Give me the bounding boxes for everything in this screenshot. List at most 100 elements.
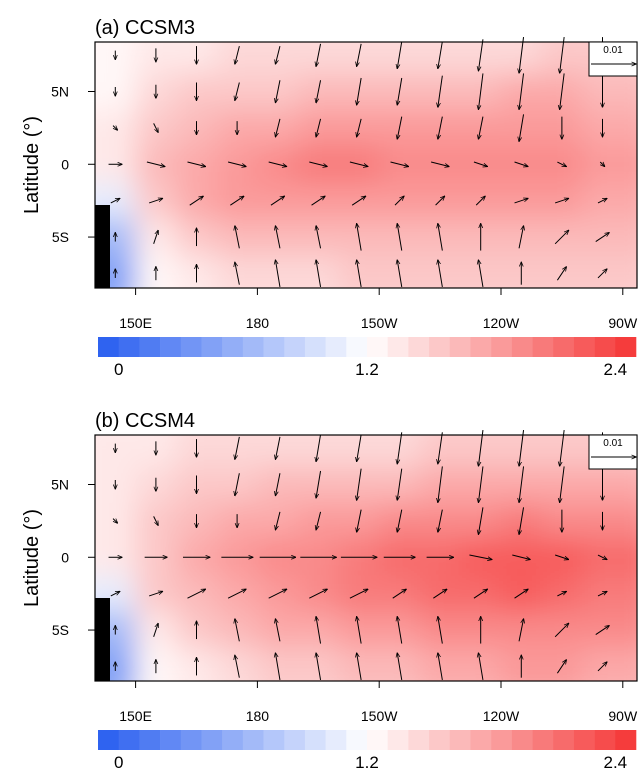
vector xyxy=(556,267,566,281)
vector xyxy=(316,653,322,681)
vector xyxy=(316,260,322,288)
colorbar-box xyxy=(429,337,451,357)
colorbar-box xyxy=(201,337,223,357)
field-cell xyxy=(460,648,502,681)
vector xyxy=(518,619,524,642)
vector xyxy=(557,161,566,167)
colorbar-box xyxy=(387,337,409,357)
colorbar-label: 1.2 xyxy=(355,753,379,768)
vector xyxy=(316,470,322,498)
field-cell xyxy=(95,146,137,183)
field-cell xyxy=(297,42,340,74)
vector xyxy=(397,77,403,105)
vector xyxy=(438,466,443,502)
vector xyxy=(357,434,362,462)
x-tick-label: 180 xyxy=(246,315,270,331)
vector xyxy=(112,125,118,130)
colorbar-box xyxy=(118,730,140,750)
field-cell xyxy=(419,255,461,288)
field-cell xyxy=(257,648,299,681)
vector xyxy=(351,196,366,206)
vector xyxy=(597,198,607,204)
vector xyxy=(235,45,240,64)
land xyxy=(95,598,110,681)
vector xyxy=(153,123,159,132)
field-cell xyxy=(582,182,637,220)
y-tick-label: 5N xyxy=(51,83,69,99)
vector xyxy=(397,617,403,644)
colorbar-box xyxy=(615,730,637,750)
vector xyxy=(112,518,118,524)
colorbar-box xyxy=(118,337,140,357)
vector xyxy=(153,623,159,637)
colorbar-box xyxy=(511,337,533,357)
vector xyxy=(316,80,322,103)
colorbar-box xyxy=(346,730,368,750)
x-tick-label: 150W xyxy=(361,315,398,331)
vector xyxy=(316,43,322,67)
vector xyxy=(349,161,368,167)
colorbar-box xyxy=(449,337,471,357)
vector xyxy=(357,77,362,105)
field-cell xyxy=(338,255,380,288)
vector xyxy=(235,82,240,100)
vector xyxy=(397,653,403,681)
plot-frame xyxy=(94,434,638,682)
colorbar-box xyxy=(304,337,326,357)
vector xyxy=(514,161,529,167)
colorbar-box xyxy=(573,730,595,750)
field-cell xyxy=(541,648,583,681)
field-cell xyxy=(582,502,637,540)
vector xyxy=(597,269,607,279)
vector xyxy=(275,653,281,681)
vector xyxy=(275,45,281,64)
vector xyxy=(438,75,443,108)
colorbar-box xyxy=(511,730,533,750)
colorbar-box xyxy=(98,337,119,357)
field-cell xyxy=(541,42,583,74)
vector xyxy=(519,507,525,534)
vector xyxy=(435,196,445,206)
panel: 0.01 150E 180 150W 120W 90W 5N 0 5S (b) CCSM4 Lati… xyxy=(21,410,638,768)
field-cell xyxy=(135,648,177,681)
vector xyxy=(595,233,610,242)
vector xyxy=(357,617,362,644)
vector xyxy=(311,196,326,206)
vector xyxy=(397,432,403,464)
vector xyxy=(390,161,408,167)
colorbar-label: 1.2 xyxy=(355,360,379,379)
field-cell xyxy=(338,648,380,681)
colorbar-box xyxy=(325,730,347,750)
colorbar-box xyxy=(449,730,471,750)
field-cell xyxy=(500,42,543,74)
vector xyxy=(438,260,443,288)
colorbar-box xyxy=(242,337,264,357)
vector xyxy=(438,617,443,644)
field-cell xyxy=(419,42,461,74)
field-cell xyxy=(297,435,340,467)
y-tick-label: 0 xyxy=(61,549,69,565)
colorbar-box xyxy=(180,730,202,750)
vector xyxy=(560,37,565,73)
colorbar-box xyxy=(470,337,492,357)
field-cell xyxy=(500,435,543,467)
vector xyxy=(557,591,566,597)
vector xyxy=(519,430,525,466)
vector xyxy=(275,511,281,530)
vector xyxy=(235,655,240,678)
colorbar-box xyxy=(160,730,182,750)
vector xyxy=(560,430,565,466)
vector xyxy=(357,509,362,533)
x-tick-label: 120W xyxy=(483,708,520,724)
colorbar-box xyxy=(325,337,347,357)
field-cell xyxy=(257,435,299,467)
colorbar-label: 0 xyxy=(114,753,123,768)
vector xyxy=(357,224,362,251)
vector xyxy=(357,468,362,501)
field-cell xyxy=(257,255,299,288)
colorbar-box xyxy=(615,337,637,357)
vector xyxy=(554,230,569,245)
colorbar-box xyxy=(98,730,119,750)
field-cell xyxy=(95,539,137,576)
